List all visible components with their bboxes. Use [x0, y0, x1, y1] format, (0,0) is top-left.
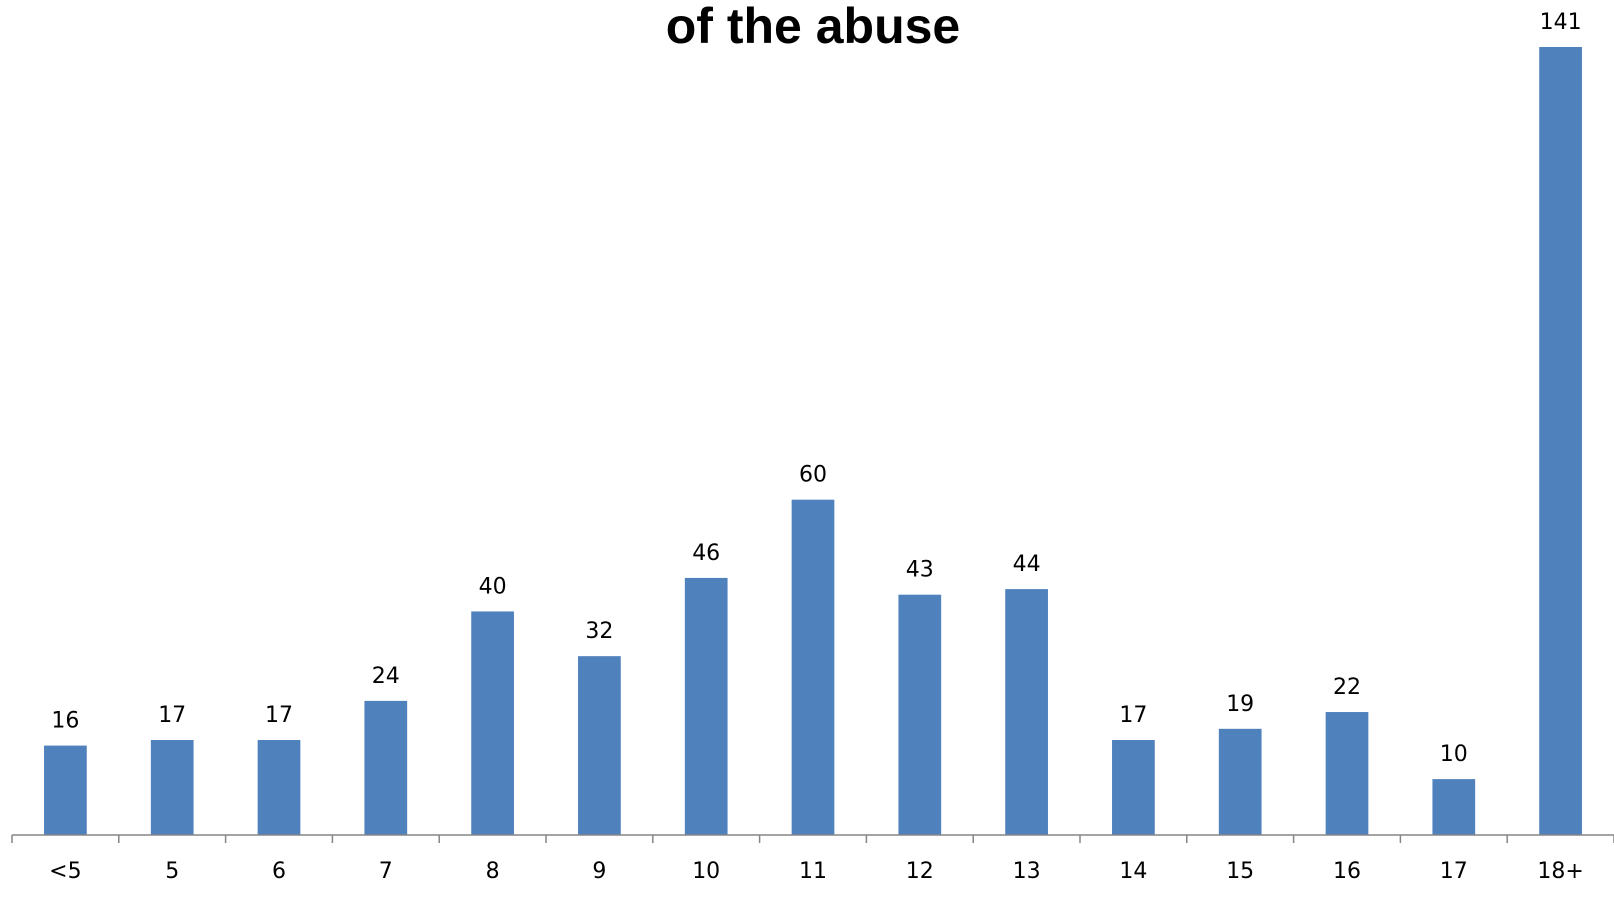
- data-label-0: 16: [51, 709, 79, 734]
- bar-7: [791, 499, 835, 835]
- x-tick-label-11: 15: [1226, 859, 1254, 884]
- x-tick-label-13: 17: [1440, 859, 1468, 884]
- data-label-6: 46: [692, 541, 720, 566]
- bar-8: [898, 594, 942, 835]
- data-label-5: 32: [585, 619, 613, 644]
- bar-3: [364, 700, 408, 835]
- data-label-1: 17: [158, 703, 186, 728]
- x-axis-tick-labels-group: <5 5 6 7 8 9 10 11 12 13 14 15 16 17 18+: [49, 859, 1584, 884]
- x-tick-label-14: 18+: [1537, 859, 1583, 884]
- x-tick-label-9: 13: [1013, 859, 1041, 884]
- x-tick-label-7: 11: [799, 859, 827, 884]
- data-labels-group: 16 17 17 24 40 32 46 60 43 44 17 19 22 10 141: [51, 10, 1581, 767]
- bar-13: [1432, 779, 1476, 835]
- data-label-9: 44: [1013, 552, 1041, 577]
- data-label-8: 43: [906, 558, 934, 583]
- x-axis-ticks-group: [11, 835, 1614, 843]
- x-tick-label-6: 10: [692, 859, 720, 884]
- data-label-12: 22: [1333, 675, 1361, 700]
- data-label-14: 141: [1540, 10, 1582, 35]
- bar-4: [471, 611, 514, 835]
- x-tick-label-3: 7: [379, 859, 393, 884]
- bar-12: [1325, 712, 1369, 835]
- bar-14: [1539, 47, 1582, 835]
- x-tick-label-2: 6: [272, 859, 286, 884]
- bars-group: [44, 47, 1582, 835]
- data-label-10: 17: [1119, 703, 1147, 728]
- x-tick-label-5: 9: [592, 859, 606, 884]
- data-label-7: 60: [799, 463, 827, 488]
- data-label-13: 10: [1440, 742, 1468, 767]
- bar-2: [257, 739, 301, 835]
- bar-0: [44, 745, 87, 835]
- x-tick-label-12: 16: [1333, 859, 1361, 884]
- bar-10: [1112, 739, 1155, 835]
- bar-1: [150, 739, 194, 835]
- data-label-3: 24: [372, 664, 400, 689]
- x-tick-label-0: <5: [49, 859, 81, 884]
- bar-9: [1005, 589, 1048, 835]
- x-tick-label-10: 14: [1119, 859, 1147, 884]
- data-label-4: 40: [479, 574, 507, 599]
- x-tick-label-4: 8: [486, 859, 500, 884]
- x-tick-label-8: 12: [906, 859, 934, 884]
- data-label-2: 17: [265, 703, 293, 728]
- bar-11: [1218, 728, 1262, 835]
- data-label-11: 19: [1226, 692, 1254, 717]
- bar-6: [684, 577, 728, 835]
- chart-title: of the abuse: [665, 0, 961, 54]
- x-tick-label-1: 5: [165, 859, 179, 884]
- bar-5: [578, 656, 621, 835]
